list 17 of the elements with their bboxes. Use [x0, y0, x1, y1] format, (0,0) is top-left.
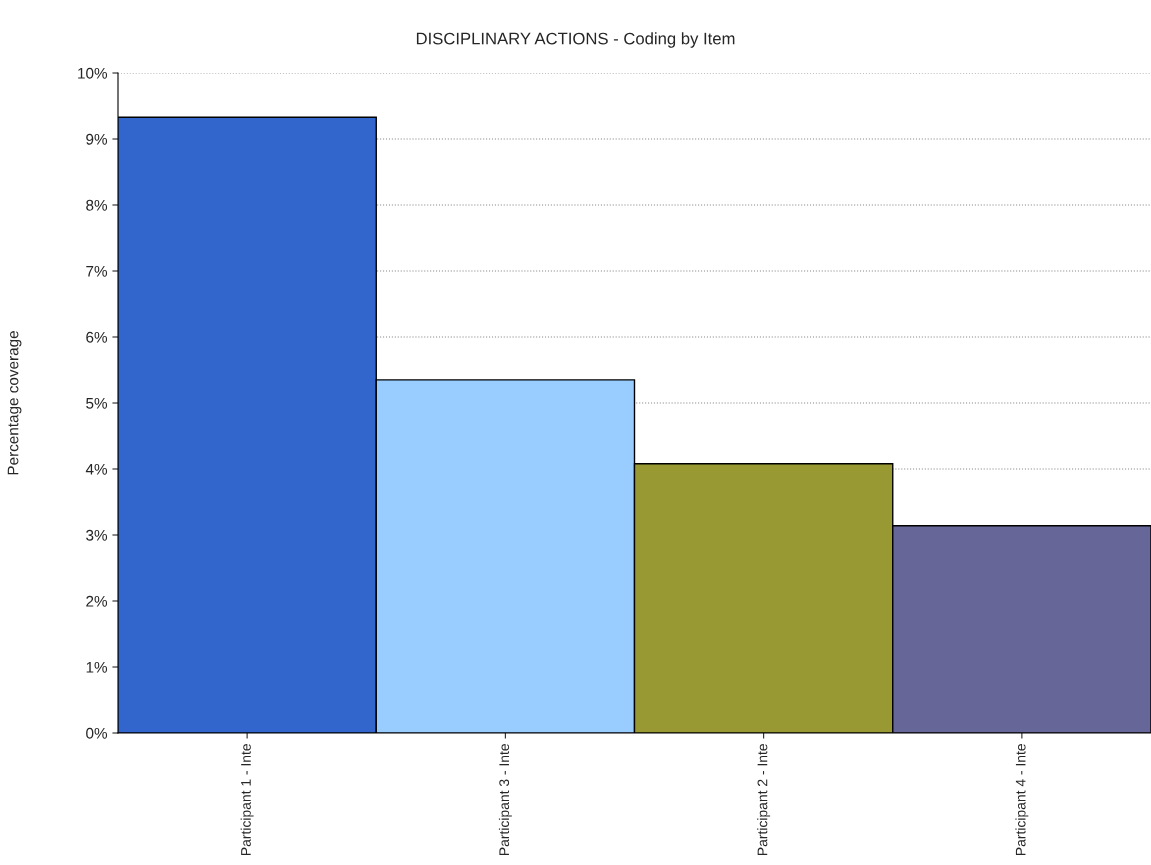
y-tick-label: 0% — [86, 727, 108, 739]
x-tick-label: Participant 1 - Inte — [240, 744, 254, 855]
y-tick-label: 5% — [86, 397, 108, 409]
y-tick-label: 6% — [86, 331, 108, 343]
y-tick-label: 10% — [78, 67, 108, 79]
y-tick-label: 3% — [86, 529, 108, 541]
y-tick-label: 2% — [86, 595, 108, 607]
y-tick-label: 8% — [86, 199, 108, 211]
y-tick-label: 4% — [85, 463, 108, 475]
x-tick-label: Participant 4 - Inte — [1015, 744, 1029, 855]
y-axis-title: Percentage coverage — [7, 331, 22, 475]
y-tick-label: 1% — [86, 661, 108, 673]
x-tick-label: Participant 2 - Inte — [757, 744, 771, 855]
y-tick-label: 9% — [86, 133, 108, 145]
y-tick-label: 7% — [86, 265, 108, 277]
chart-title: DISCIPLINARY ACTIONS - Coding by Item — [416, 32, 735, 48]
x-tick-label: Participant 3 - Inte — [498, 744, 512, 855]
